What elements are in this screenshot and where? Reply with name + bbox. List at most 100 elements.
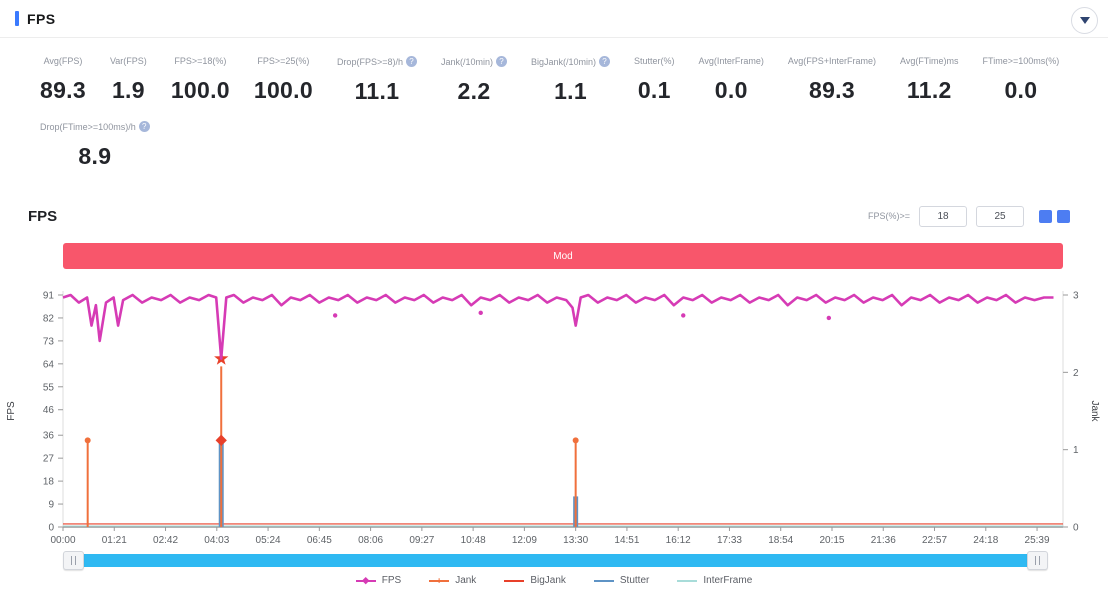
legend-marker-jank: + [429, 575, 450, 585]
legend-label: FPS [381, 575, 402, 586]
slider-handle-right[interactable] [1027, 551, 1048, 570]
scene-label-banner: Mod [63, 243, 1063, 269]
svg-text:46: 46 [43, 405, 55, 416]
fps-chart-svg: 0 9 18 27 36 46 55 64 73 82 91 0 1 2 3 00:00 01:21 02:42 0… [6, 291, 1100, 547]
diamond-icon: ◆ [362, 574, 370, 585]
info-icon[interactable]: ? [599, 56, 611, 67]
legend-label: Jank [455, 575, 477, 586]
collapse-panel-button[interactable] [1071, 7, 1098, 34]
fps-threshold-label: FPS(%)>= [867, 211, 910, 221]
legend-label: BigJank [530, 575, 566, 586]
stat-cell: BigJank(/10min)? 1.1 [531, 56, 611, 105]
stat-label: FPS>=25(%) [257, 56, 310, 66]
grip-icon [71, 556, 76, 565]
fps-stats-panel: Avg(FPS) 89.3 Var(FPS) 1.9 FPS>=18(%) 100.0 FP… [40, 56, 1100, 170]
legend-label: Stutter [619, 575, 650, 586]
legend-item-interframe[interactable]: InterFrame [677, 575, 752, 586]
svg-text:0: 0 [48, 523, 54, 534]
stat-cell: Drop(FPS>=8)/h? 11.1 [337, 56, 417, 105]
stat-cell: Avg(InterFrame) 0.0 [699, 56, 764, 104]
legend-item-bigjank[interactable]: BigJank [504, 575, 566, 586]
svg-text:18:54: 18:54 [768, 535, 793, 546]
stat-label: Stutter(%) [634, 56, 675, 66]
grip-icon [1035, 556, 1040, 565]
view-toggle-icon-1[interactable] [1039, 209, 1052, 223]
svg-text:24:18: 24:18 [973, 535, 998, 546]
stat-cell: Var(FPS) 1.9 [110, 56, 147, 104]
svg-text:18: 18 [43, 477, 55, 488]
stat-cell: Avg(FTime)ms 11.2 [900, 56, 959, 104]
chart-title: FPS [28, 207, 58, 225]
legend-marker-stutter [593, 579, 614, 582]
legend-marker-bigjank [504, 579, 525, 582]
view-toggle-icon-2[interactable] [1057, 209, 1070, 223]
svg-text:10:48: 10:48 [461, 535, 486, 546]
svg-text:36: 36 [43, 431, 55, 442]
svg-text:16:12: 16:12 [666, 535, 691, 546]
info-icon[interactable]: ? [405, 56, 417, 67]
stat-value: 0.0 [1004, 77, 1038, 103]
stat-value: 89.3 [808, 77, 855, 103]
svg-text:22:57: 22:57 [922, 535, 947, 546]
chart-legend: ◆ FPS + Jank BigJank Stutter InterFrame [0, 575, 1108, 586]
stat-value: 89.3 [40, 77, 86, 103]
svg-text:02:42: 02:42 [153, 535, 178, 546]
stat-label: FTime>=100ms(%) [982, 56, 1060, 66]
stat-value: 0.1 [637, 77, 671, 103]
info-icon[interactable]: ? [496, 56, 507, 67]
svg-text:13:30: 13:30 [563, 535, 588, 546]
svg-text:01:21: 01:21 [102, 535, 127, 546]
view-toggles [1039, 209, 1070, 223]
stat-cell: Avg(FPS) 89.3 [40, 56, 86, 104]
stat-cell: FTime>=100ms(%) 0.0 [983, 56, 1060, 104]
svg-text:09:27: 09:27 [409, 535, 434, 546]
info-icon[interactable]: ? [138, 121, 150, 132]
stat-value: 100.0 [253, 77, 313, 103]
svg-text:12:09: 12:09 [512, 535, 537, 546]
fps-threshold-input-2[interactable] [976, 205, 1024, 227]
fps-chart[interactable]: 0 9 18 27 36 46 55 64 73 82 91 0 1 2 3 00:00 01:21 02:42 0… [0, 283, 1108, 549]
svg-text:27: 27 [43, 454, 55, 465]
stat-label: Jank(/10min)? [441, 56, 507, 67]
stat-value: 8.9 [78, 143, 112, 169]
svg-text:91: 91 [43, 291, 55, 302]
svg-text:17:33: 17:33 [717, 535, 742, 546]
stat-label: BigJank(/10min)? [531, 56, 611, 67]
stats-row-1: Avg(FPS) 89.3 Var(FPS) 1.9 FPS>=18(%) 100.0 FP… [40, 56, 1100, 105]
chart-controls: FPS(%)>= [867, 205, 1070, 227]
svg-text:82: 82 [43, 313, 55, 324]
stat-label: Avg(FPS+InterFrame) [787, 56, 877, 66]
legend-item-jank[interactable]: + Jank [429, 575, 476, 586]
svg-text:08:06: 08:06 [358, 535, 383, 546]
svg-text:1: 1 [1073, 445, 1079, 456]
slider-track[interactable] [73, 554, 1038, 567]
legend-item-stutter[interactable]: Stutter [593, 575, 650, 586]
stat-label: FPS>=18(%) [174, 56, 227, 66]
svg-text:3: 3 [1073, 291, 1079, 302]
title-accent-bar [15, 11, 19, 26]
stat-cell: Avg(FPS+InterFrame) 89.3 [788, 56, 876, 104]
stats-row-2: Drop(FTime>=100ms)/h? 8.9 [40, 121, 1100, 170]
stat-value: 100.0 [170, 77, 230, 103]
stat-cell: Jank(/10min)? 2.2 [441, 56, 507, 105]
svg-text:00:00: 00:00 [50, 535, 75, 546]
svg-text:14:51: 14:51 [614, 535, 639, 546]
fps-threshold-input-1[interactable] [919, 205, 967, 227]
stat-value: 11.1 [354, 78, 400, 104]
stat-value: 11.2 [906, 77, 952, 103]
svg-text:73: 73 [43, 336, 55, 347]
stat-label: Drop(FTime>=100ms)/h? [40, 121, 150, 132]
svg-text:20:15: 20:15 [819, 535, 844, 546]
stat-value: 0.0 [714, 77, 748, 103]
plus-icon: + [436, 575, 442, 586]
chevron-down-icon [1079, 17, 1090, 24]
svg-text:2: 2 [1073, 368, 1079, 379]
stat-value: 1.9 [111, 77, 145, 103]
stat-cell: Drop(FTime>=100ms)/h? 8.9 [40, 121, 150, 170]
svg-text:25:39: 25:39 [1025, 535, 1050, 546]
page-header: FPS [0, 0, 1108, 38]
legend-item-fps[interactable]: ◆ FPS [355, 574, 402, 586]
slider-handle-left[interactable] [63, 551, 84, 570]
stat-cell: FPS>=18(%) 100.0 [171, 56, 230, 104]
stat-label: Drop(FPS>=8)/h? [337, 56, 417, 67]
